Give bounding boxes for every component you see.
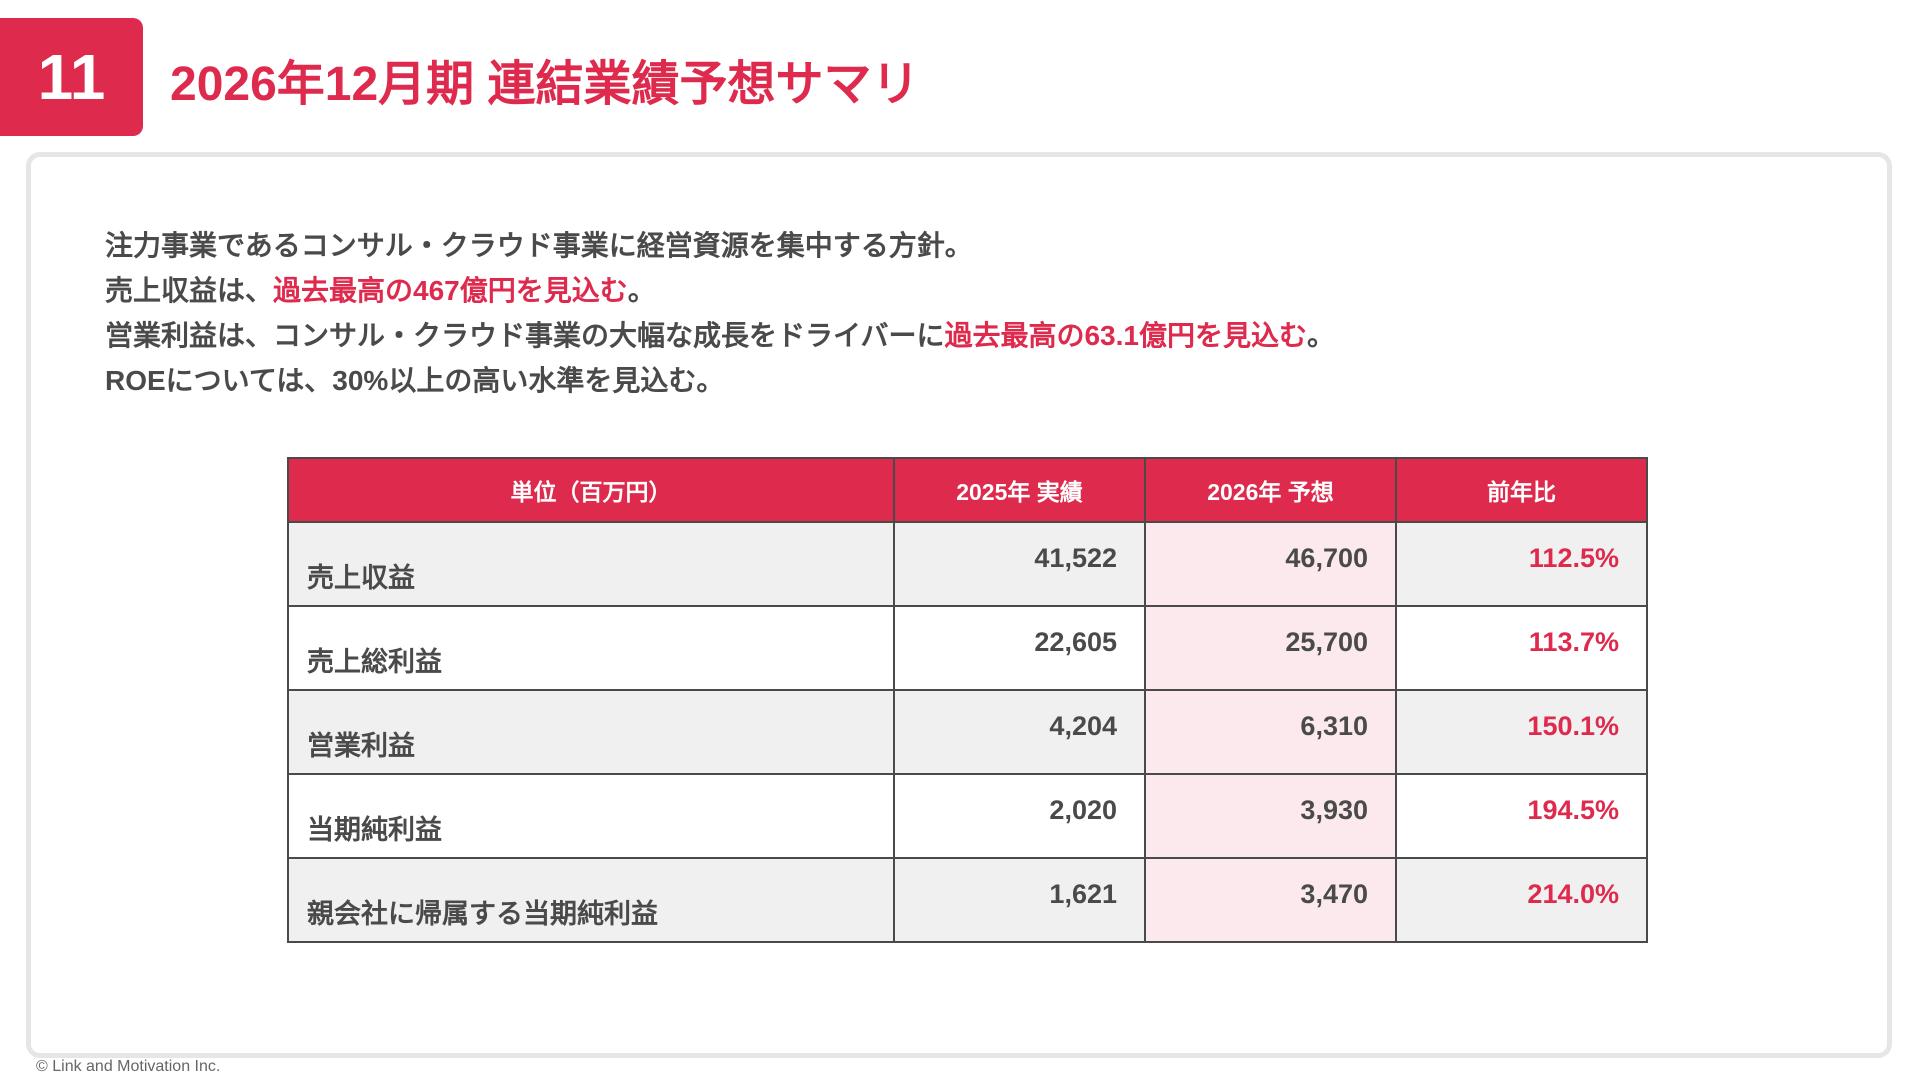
cell-2026-forecast: 6,310 (1144, 689, 1397, 775)
table-header-row: 単位（百万円） 2025年 実績 2026年 予想 前年比 (287, 457, 1648, 523)
header-2026-forecast: 2026年 予想 (1144, 457, 1397, 523)
cell-yoy: 113.7% (1395, 605, 1648, 691)
cell-2025-actual: 41,522 (893, 521, 1146, 607)
cell-2025-actual: 1,621 (893, 857, 1146, 943)
row-label: 当期純利益 (287, 773, 895, 859)
row-label: 売上総利益 (287, 605, 895, 691)
row-label: 親会社に帰属する当期純利益 (287, 857, 895, 943)
cell-2026-forecast: 46,700 (1144, 521, 1397, 607)
summary-line-3-highlight: 過去最高の63.1億円を見込む (944, 320, 1307, 351)
cell-yoy: 150.1% (1395, 689, 1648, 775)
row-label: 営業利益 (287, 689, 895, 775)
summary-line-2: 売上収益は、過去最高の467億円を見込む。 (105, 268, 1335, 313)
summary-line-2-suffix: 。 (627, 275, 656, 306)
table-row: 営業利益 4,204 6,310 150.1% (287, 689, 1648, 775)
summary-line-3-suffix: 。 (1306, 320, 1335, 351)
cell-2026-forecast: 3,470 (1144, 857, 1397, 943)
summary-line-2-prefix: 売上収益は、 (105, 275, 274, 306)
cell-yoy: 214.0% (1395, 857, 1648, 943)
cell-2026-forecast: 25,700 (1144, 605, 1397, 691)
cell-yoy: 194.5% (1395, 773, 1648, 859)
summary-line-3-prefix: 営業利益は、コンサル・クラウド事業の大幅な成長をドライバーに (105, 320, 945, 351)
results-table: 単位（百万円） 2025年 実績 2026年 予想 前年比 売上収益 41,52… (287, 457, 1648, 943)
table-row: 売上収益 41,522 46,700 112.5% (287, 521, 1648, 607)
page-title: 2026年12月期 連結業績予想サマリ (170, 58, 920, 111)
row-label: 売上収益 (287, 521, 895, 607)
cell-2025-actual: 2,020 (893, 773, 1146, 859)
header-2025-actual: 2025年 実績 (893, 457, 1146, 523)
table-row: 親会社に帰属する当期純利益 1,621 3,470 214.0% (287, 857, 1648, 943)
cell-2025-actual: 4,204 (893, 689, 1146, 775)
summary-line-3: 営業利益は、コンサル・クラウド事業の大幅な成長をドライバーに過去最高の63.1億… (105, 313, 1335, 358)
summary-text: 注力事業であるコンサル・クラウド事業に経営資源を集中する方針。 売上収益は、過去… (105, 223, 1335, 403)
header-unit: 単位（百万円） (287, 457, 895, 523)
copyright-footer: © Link and Motivation Inc. (36, 1058, 221, 1075)
page-number-badge: 11 (0, 18, 143, 136)
summary-line-4: ROEについては、30%以上の高い水準を見込む。 (105, 365, 725, 396)
cell-2025-actual: 22,605 (893, 605, 1146, 691)
header-yoy: 前年比 (1395, 457, 1648, 523)
table-row: 売上総利益 22,605 25,700 113.7% (287, 605, 1648, 691)
content-card: 注力事業であるコンサル・クラウド事業に経営資源を集中する方針。 売上収益は、過去… (26, 152, 1892, 1058)
table-row: 当期純利益 2,020 3,930 194.5% (287, 773, 1648, 859)
summary-line-1: 注力事業であるコンサル・クラウド事業に経営資源を集中する方針。 (105, 230, 973, 261)
cell-yoy: 112.5% (1395, 521, 1648, 607)
summary-line-2-highlight: 過去最高の467億円を見込む (273, 275, 628, 306)
cell-2026-forecast: 3,930 (1144, 773, 1397, 859)
